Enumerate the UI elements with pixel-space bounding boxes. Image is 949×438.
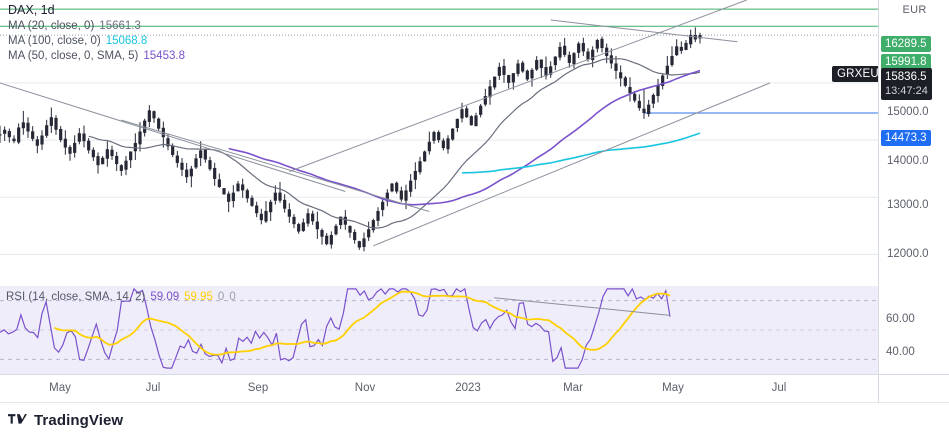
time-tick-4: 2023 [455, 382, 481, 394]
ma100-line [461, 132, 701, 174]
time-tick-3: Nov [354, 382, 376, 394]
price-tick-12000: 12000.0 [887, 248, 929, 260]
price-pane-legend: DAX, 1d MA (20, close, 0) 15661.3 MA (100… [8, 3, 185, 64]
ma100-legend-row[interactable]: MA (100, close, 0) 15068.8 [8, 34, 185, 49]
price-chart-pane[interactable] [0, 0, 878, 283]
resistance-tag-15991[interactable]: 15991.8 [881, 54, 931, 70]
ma20-value: 15661.3 [99, 20, 141, 32]
ma20-label: MA (20, close, 0) [8, 20, 95, 32]
downtrend-lower [121, 119, 430, 213]
last-price-time: 13:47:24 [885, 85, 928, 97]
price-scale[interactable]: EUR 15000.0 14000.0 13000.0 12000.0 1628… [878, 0, 949, 374]
rsi-tick-60: 60.00 [886, 313, 915, 325]
ma50-value: 15453.8 [143, 50, 185, 62]
price-tick-14000: 14000.0 [887, 155, 929, 167]
rsi-plot [0, 287, 878, 369]
short-downtrend [550, 19, 738, 43]
uptrend-lower [373, 82, 771, 247]
support-tag-14473[interactable]: 14473.3 [881, 130, 931, 146]
downtrend-upper [0, 82, 346, 193]
price-tick-15000: 15000.0 [887, 106, 929, 118]
tradingview-wordmark: TradingView [34, 412, 124, 429]
rsi-trendline [494, 297, 671, 316]
rsi-tick-40: 40.00 [886, 346, 915, 358]
last-price-tag[interactable]: 15836.5 13:47:24 [881, 68, 932, 100]
time-tick-2: Sep [247, 382, 269, 394]
time-tick-5: Mar [563, 382, 583, 394]
ma20-legend-row[interactable]: MA (20, close, 0) 15661.3 [8, 19, 185, 34]
rsi-line [0, 287, 671, 369]
rsi-indicator-pane[interactable] [0, 286, 878, 374]
price-tick-13000: 13000.0 [887, 199, 929, 211]
last-price-value: 15836.5 [885, 71, 927, 83]
footer-bar: TradingView [0, 402, 949, 438]
rsi-scale[interactable]: 60.00 40.00 [878, 286, 949, 374]
rsi-legend-row[interactable]: RSI (14, close, SMA, 14, 2) 59.09 59.95 0 0 [6, 290, 236, 305]
rsi-sma-line [54, 290, 671, 356]
time-tick-7: Jul [771, 382, 787, 394]
time-scale[interactable]: May Jul Sep Nov 2023 Mar May Jul [0, 374, 878, 402]
symbol-price-tag: GRXEUR [832, 66, 893, 82]
resistance-tag-16289[interactable]: 16289.5 [881, 36, 931, 52]
symbol-title[interactable]: DAX, 1d [8, 3, 55, 17]
ma50-legend-row[interactable]: MA (50, close, 0, SMA, 5) 15453.8 [8, 49, 185, 64]
ma20-line [88, 58, 701, 229]
ma50-label: MA (50, close, 0, SMA, 5) [8, 50, 139, 62]
time-tick-0: May [49, 382, 71, 394]
rsi-sma-value: 59.95 [184, 291, 213, 303]
candlestick-series [0, 27, 702, 252]
time-tick-6: May [662, 382, 684, 394]
currency-label: EUR [902, 4, 927, 16]
tradingview-logo-icon [8, 414, 27, 424]
rsi-upper-value: 0 [217, 291, 225, 303]
rsi-value: 59.09 [150, 291, 180, 303]
axis-corner [878, 374, 949, 402]
uptrend-upper [289, 0, 747, 172]
time-tick-1: Jul [145, 382, 161, 394]
rsi-pane-legend: RSI (14, close, SMA, 14, 2) 59.09 59.95 0 0 [6, 290, 236, 305]
ma50-line [228, 69, 701, 206]
rsi-label: RSI (14, close, SMA, 14, 2) [6, 291, 146, 303]
ma100-value: 15068.8 [105, 35, 148, 47]
price-plot [0, 0, 878, 255]
ma100-label: MA (100, close, 0) [8, 35, 101, 47]
rsi-lower-value: 0 [229, 291, 236, 303]
